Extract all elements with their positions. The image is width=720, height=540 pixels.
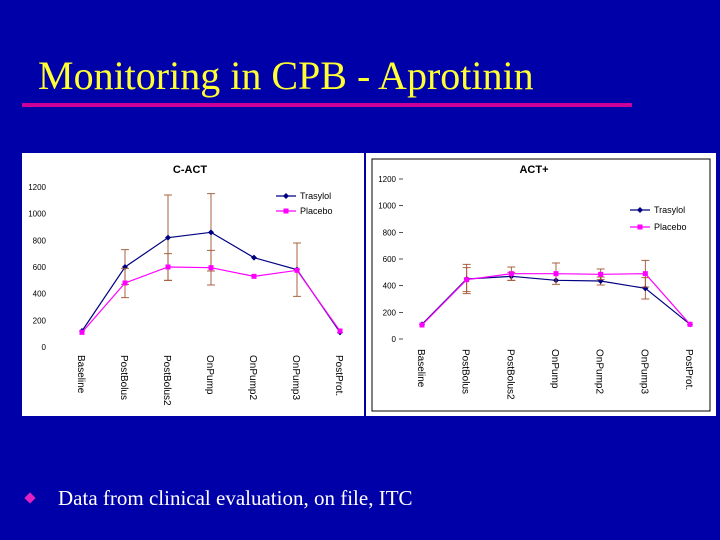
data-point-placebo: [464, 277, 470, 283]
bullet-item: Data from clinical evaluation, on file, …: [24, 486, 413, 511]
chart-title: C-ACT: [173, 164, 207, 176]
data-point-placebo: [687, 321, 693, 327]
x-category-label: OnPump2: [247, 355, 258, 400]
chart-border: [371, 158, 711, 412]
x-category-label: Baseline: [75, 355, 86, 394]
y-tick-label: 1000: [28, 210, 46, 219]
data-point-placebo: [508, 271, 514, 277]
y-tick-label: 800: [383, 228, 397, 237]
data-point-placebo: [122, 280, 128, 286]
data-point-trasylol: [208, 229, 214, 236]
x-category-label: PostBolus2: [161, 355, 172, 406]
x-category-label: OnPump2: [594, 349, 605, 394]
y-tick-label: 400: [383, 282, 397, 291]
x-category-label: PostProt.: [683, 349, 694, 390]
data-point-placebo: [208, 265, 214, 271]
chart-act-plus: ACT+ 0 200 400 600 800 1000 1200 Baseline PostBol…: [366, 153, 716, 416]
y-tick-label: 0: [392, 335, 397, 344]
data-point-trasylol: [251, 254, 257, 261]
data-point-placebo: [165, 264, 171, 270]
data-point-placebo: [553, 271, 559, 277]
chart-title: ACT+: [519, 164, 548, 176]
data-point-placebo: [294, 267, 300, 273]
y-tick-label: 600: [33, 263, 47, 272]
y-tick-label: 200: [33, 316, 47, 325]
x-category-label: OnPump3: [638, 349, 649, 394]
x-category-label: OnPump: [204, 355, 215, 395]
chart-c-act-plot: C-ACT 0 200 400 600 800 1000 1200 Baseline PostBo…: [28, 164, 344, 406]
data-point-trasylol: [165, 234, 171, 241]
x-category-label: OnPump: [549, 349, 560, 389]
bullet-text: Data from clinical evaluation, on file, …: [58, 486, 413, 510]
data-point-placebo: [337, 328, 343, 334]
data-point-placebo: [79, 329, 85, 335]
y-tick-label: 0: [42, 343, 47, 352]
data-point-placebo: [251, 273, 257, 279]
legend-label: Trasylol: [654, 205, 685, 215]
y-tick-label: 1200: [28, 183, 46, 192]
title-underline: [22, 103, 632, 107]
legend-label: Placebo: [300, 206, 333, 216]
data-point-placebo: [419, 322, 425, 328]
legend-label: Trasylol: [300, 191, 331, 201]
y-tick-label: 600: [383, 255, 397, 264]
x-category-label: PostBolus: [460, 349, 471, 394]
x-category-label: PostBolus2: [504, 349, 515, 400]
data-point-placebo: [642, 271, 648, 277]
legend-marker-trasylol: [283, 193, 289, 199]
y-tick-label: 400: [33, 290, 47, 299]
y-tick-label: 1200: [378, 175, 396, 184]
legend-label: Placebo: [654, 222, 687, 232]
x-category-label: Baseline: [415, 349, 426, 388]
legend-marker-trasylol: [637, 207, 643, 213]
slide-title: Monitoring in CPB - Aprotinin: [38, 53, 534, 98]
y-tick-label: 1000: [378, 202, 396, 211]
legend-marker-placebo: [283, 208, 289, 214]
y-tick-label: 200: [383, 308, 397, 317]
legend-marker-placebo: [637, 224, 643, 230]
x-category-label: PostProt.: [333, 355, 344, 396]
chart-act-plus-plot: ACT+ 0 200 400 600 800 1000 1200 Baseline PostBol…: [371, 158, 711, 412]
x-category-label: OnPump3: [290, 355, 301, 400]
y-tick-label: 800: [33, 236, 47, 245]
chart-c-act: C-ACT 0 200 400 600 800 1000 1200 Baseline PostBo…: [22, 153, 364, 416]
x-category-label: PostBolus: [118, 355, 129, 400]
diamond-bullet-icon: [24, 492, 36, 504]
data-point-placebo: [598, 271, 604, 277]
